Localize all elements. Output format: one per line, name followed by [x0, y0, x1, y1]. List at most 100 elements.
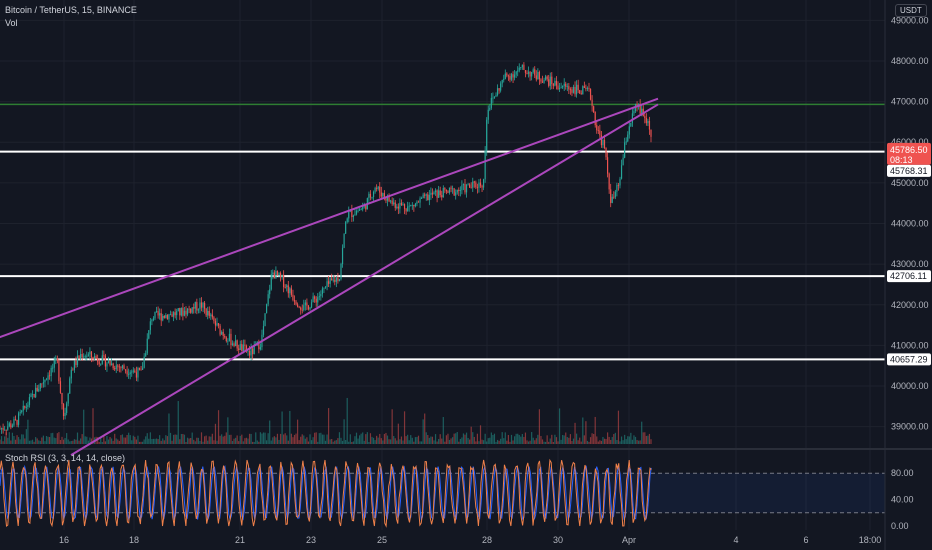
- candle-body: [152, 318, 155, 320]
- volume-bar: [53, 437, 55, 444]
- candle-body: [124, 369, 127, 371]
- volume-bar: [351, 441, 353, 444]
- volume-bar: [106, 436, 108, 444]
- volume-bar: [338, 432, 341, 444]
- candle-body: [479, 182, 482, 186]
- volume-bar: [469, 439, 471, 444]
- candle-body: [620, 165, 623, 179]
- candle-body: [297, 304, 299, 307]
- stoch-tick-label: 80.00: [891, 468, 914, 478]
- trendline: [0, 97, 659, 339]
- volume-bar: [70, 440, 72, 444]
- volume-bar: [149, 432, 151, 444]
- volume-bar: [408, 440, 410, 444]
- candle-body: [338, 279, 341, 282]
- volume-bar: [14, 439, 17, 444]
- volume-bar: [624, 434, 626, 444]
- candle-body: [238, 348, 240, 350]
- candle-body: [10, 423, 12, 428]
- candle-body: [397, 206, 399, 209]
- candle-body: [527, 71, 530, 74]
- volume-bar: [444, 441, 446, 444]
- candle-body: [208, 310, 210, 316]
- volume-bar: [314, 432, 316, 444]
- candle-body: [390, 200, 392, 202]
- candle-body: [586, 88, 589, 89]
- volume-bar: [554, 434, 556, 444]
- volume-bar: [619, 441, 621, 444]
- volume-bar: [269, 420, 271, 444]
- y-tick-label: 41000.00: [891, 340, 929, 350]
- candle-body: [207, 310, 209, 316]
- volume-bar: [524, 432, 527, 444]
- candle-body: [596, 125, 598, 131]
- candle-body: [230, 333, 232, 345]
- candle-body: [177, 308, 179, 312]
- candle-body: [475, 182, 477, 188]
- candle-body: [293, 300, 296, 302]
- candle-body: [76, 355, 79, 365]
- candle-body: [603, 139, 606, 148]
- candle-body: [445, 189, 447, 192]
- volume-bar: [413, 441, 415, 444]
- candle-body: [593, 106, 595, 113]
- volume-bar: [7, 437, 9, 444]
- candle-body: [541, 81, 544, 83]
- volume-bar: [227, 417, 229, 444]
- volume-bar: [362, 432, 364, 444]
- volume-bar: [583, 435, 585, 444]
- currency-badge[interactable]: USDT: [895, 4, 927, 17]
- volume-bar: [72, 440, 74, 444]
- candle-body: [239, 344, 241, 350]
- time-axis: 16 18 21 23 25 28 30 Apr 4 6 18:00: [59, 535, 881, 545]
- candle-body: [176, 311, 178, 316]
- candle-body: [233, 343, 235, 347]
- volume-bar: [27, 419, 29, 444]
- volume-bar: [563, 435, 565, 444]
- candle-body: [574, 86, 576, 95]
- candle-body: [123, 365, 125, 370]
- volume-bar: [128, 432, 130, 444]
- candle-body: [545, 76, 547, 80]
- candle-body: [5, 429, 7, 431]
- volume-bar: [242, 441, 244, 444]
- volume-bars: [0, 397, 652, 444]
- volume-bar: [121, 434, 124, 444]
- volume-bar: [538, 409, 540, 444]
- volume-bar: [225, 432, 227, 444]
- volume-bar: [293, 434, 296, 444]
- volume-bar: [104, 441, 106, 444]
- volume-bar: [349, 434, 351, 444]
- volume-bar: [199, 441, 201, 444]
- volume-bar: [45, 435, 48, 444]
- volume-bar: [10, 440, 12, 444]
- candle-body: [47, 375, 49, 380]
- volume-bar: [76, 432, 79, 444]
- volume-bar: [514, 436, 516, 444]
- candle-body: [402, 204, 404, 205]
- volume-bar: [200, 432, 203, 444]
- volume-bar: [67, 439, 69, 444]
- candle-body: [90, 351, 93, 358]
- volume-bar: [58, 432, 60, 444]
- candle-body: [78, 355, 80, 359]
- candle-body: [180, 307, 182, 316]
- candle-body: [92, 357, 94, 360]
- stoch-rsi-pane: [0, 458, 885, 528]
- candle-body: [72, 369, 74, 371]
- candle-body: [410, 205, 412, 207]
- candle-body: [500, 83, 502, 91]
- candle-body: [456, 189, 458, 193]
- candle-body: [605, 147, 607, 158]
- candle-body: [382, 193, 384, 197]
- candle-body: [135, 372, 137, 378]
- volume-bar: [115, 438, 117, 444]
- trendline: [70, 103, 659, 456]
- volume-bar: [372, 437, 375, 444]
- candle-body: [284, 287, 286, 288]
- indicator-legend: Stoch RSI (3, 3, 14, 14, close): [5, 453, 126, 463]
- candle-body: [562, 86, 564, 88]
- volume-bar: [188, 438, 190, 444]
